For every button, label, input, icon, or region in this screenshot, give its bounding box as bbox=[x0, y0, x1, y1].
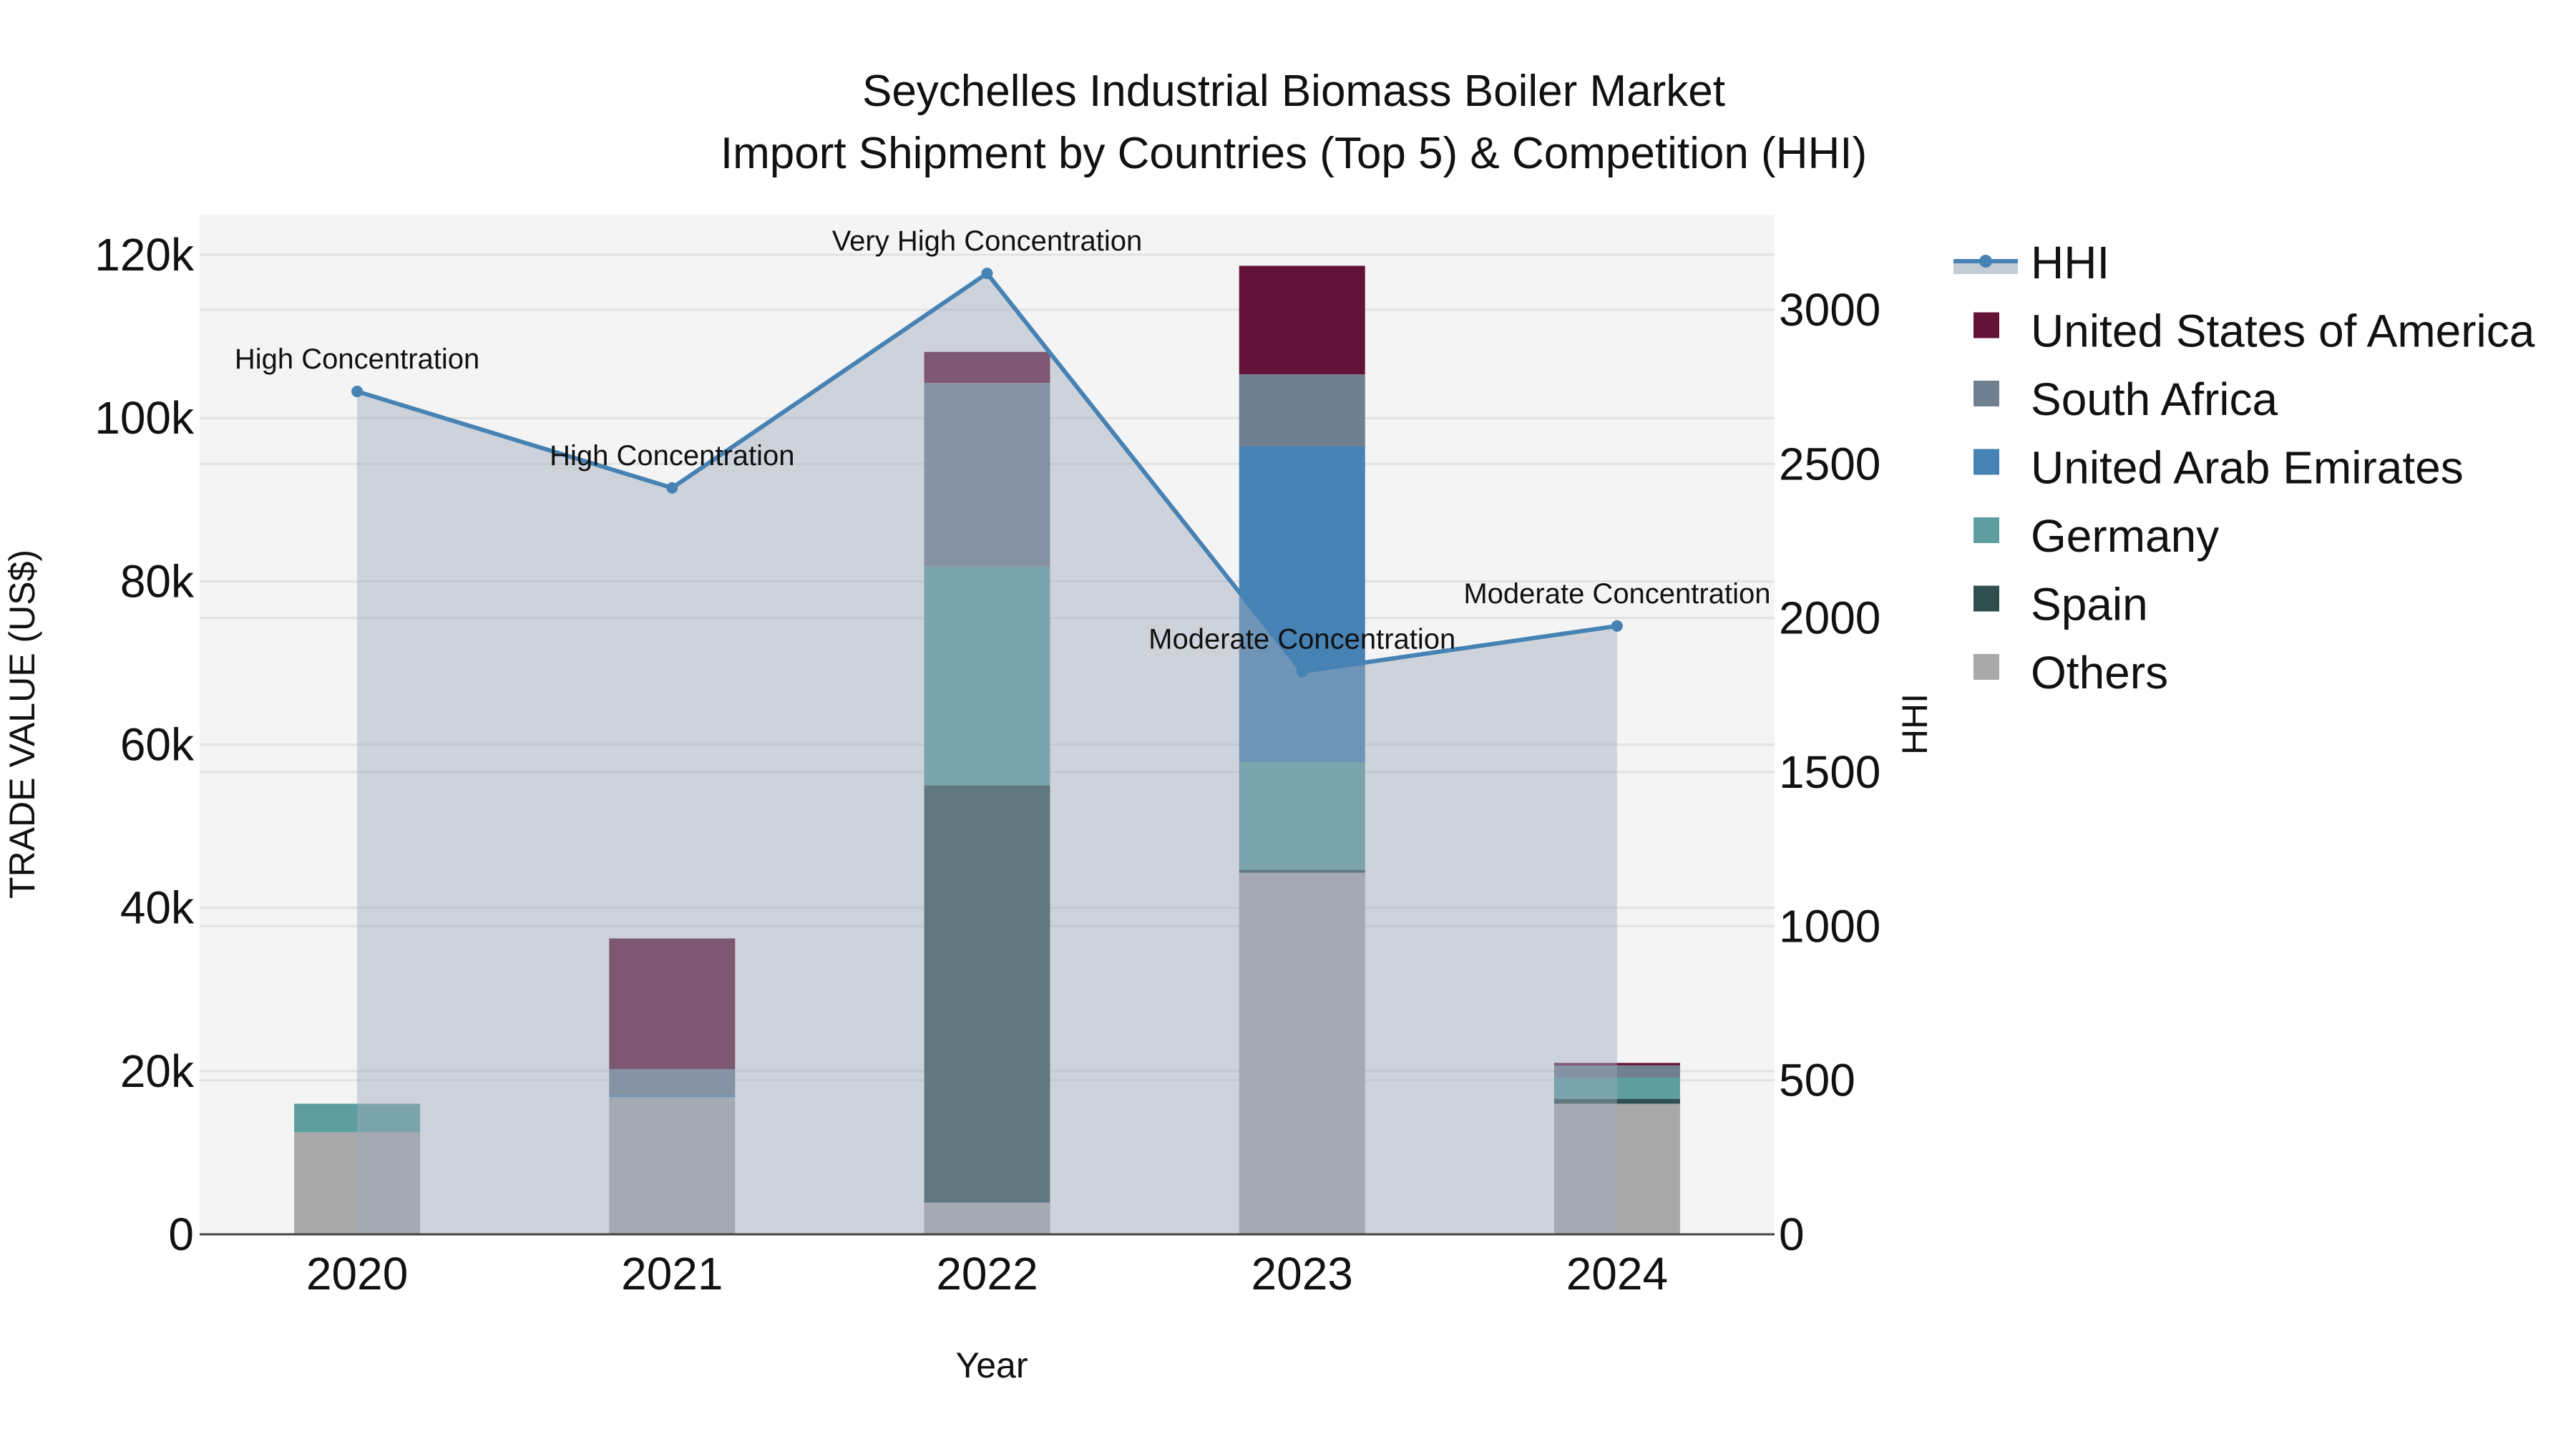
y-left-tick-label: 20k bbox=[120, 1045, 195, 1097]
legend-item-hhi[interactable]: HHI bbox=[1953, 237, 2109, 288]
x-ticks: 2020 2021 2022 2023 2024 bbox=[306, 1248, 1668, 1299]
chart-title-line2: Import Shipment by Countries (Top 5) & C… bbox=[721, 129, 1867, 178]
bar-segment-germany[interactable] bbox=[1239, 762, 1365, 870]
hhi-marker-swatch-icon bbox=[1979, 255, 1992, 268]
legend-label: South Africa bbox=[2031, 374, 2278, 425]
legend-item-others[interactable]: Others bbox=[1974, 647, 2168, 698]
y-right-tick-label: 500 bbox=[1779, 1055, 1855, 1106]
bar-segment-south-africa[interactable] bbox=[609, 1068, 736, 1096]
y-right-tick-label: 3000 bbox=[1779, 284, 1880, 336]
legend-label: HHI bbox=[2031, 237, 2109, 288]
y-left-ticks: 0 20k 40k 60k 80k 100k 120k bbox=[94, 229, 195, 1260]
chart-title-line1: Seychelles Industrial Biomass Boiler Mar… bbox=[862, 67, 1725, 116]
bar-segment-spain[interactable] bbox=[1553, 1098, 1680, 1104]
legend-swatch-icon bbox=[1974, 585, 1999, 612]
legend-label: Spain bbox=[2031, 579, 2148, 630]
bar-segment-others[interactable] bbox=[1553, 1103, 1680, 1234]
bar-segment-united-arab-emirates[interactable] bbox=[1239, 446, 1365, 763]
y-left-tick-label: 80k bbox=[120, 555, 195, 607]
hhi-annotation: Moderate Concentration bbox=[1148, 624, 1455, 655]
y-right-tick-label: 0 bbox=[1779, 1209, 1805, 1260]
legend-item-spain[interactable]: Spain bbox=[1974, 579, 2148, 630]
bar-segment-united-states-of-america[interactable] bbox=[1239, 265, 1365, 375]
bar-segment-spain[interactable] bbox=[924, 785, 1050, 1203]
y-left-tick-label: 100k bbox=[94, 392, 195, 444]
legend: HHI United States of America South Africa U… bbox=[1953, 237, 2535, 698]
hhi-annotation: High Concentration bbox=[235, 343, 479, 375]
bar-segment-spain[interactable] bbox=[1239, 869, 1365, 873]
legend-item-germany[interactable]: Germany bbox=[1974, 510, 2219, 562]
bar-segment-united-arab-emirates[interactable] bbox=[609, 1095, 736, 1098]
hhi-marker[interactable] bbox=[666, 482, 678, 494]
y-left-tick-label: 0 bbox=[168, 1209, 194, 1260]
hhi-line bbox=[351, 268, 1623, 678]
y-left-tick-label: 40k bbox=[120, 882, 195, 934]
hhi-annotation: Very High Concentration bbox=[832, 225, 1143, 257]
x-tick-label: 2024 bbox=[1566, 1248, 1668, 1299]
legend-item-united-arab-emirates[interactable]: United Arab Emirates bbox=[1974, 442, 2464, 494]
x-tick-label: 2021 bbox=[621, 1248, 723, 1299]
y-left-tick-label: 120k bbox=[94, 229, 195, 280]
legend-label: United Arab Emirates bbox=[2031, 442, 2464, 494]
bar-segment-united-states-of-america[interactable] bbox=[609, 938, 736, 1069]
bar-segment-germany[interactable] bbox=[924, 566, 1050, 786]
legend-swatch-icon bbox=[1974, 449, 1999, 475]
hhi-annotation: High Concentration bbox=[550, 440, 794, 472]
hhi-annotation: Moderate Concentration bbox=[1463, 578, 1770, 610]
bar-segment-south-africa[interactable] bbox=[1239, 374, 1365, 447]
hhi-marker[interactable] bbox=[981, 268, 993, 280]
hhi-area-fill bbox=[357, 273, 1617, 1234]
legend-swatch-icon bbox=[1974, 517, 1999, 543]
bar-segment-germany[interactable] bbox=[1553, 1077, 1680, 1099]
legend-label: United States of America bbox=[2031, 306, 2535, 357]
x-tick-label: 2020 bbox=[306, 1248, 408, 1299]
legend-item-united-states-of-america[interactable]: United States of America bbox=[1974, 306, 2535, 357]
y-right-axis-title: HHI bbox=[1895, 693, 1935, 755]
y-right-tick-label: 2000 bbox=[1779, 592, 1880, 644]
y-left-axis-title: TRADE VALUE (US$) bbox=[2, 550, 42, 899]
y-right-ticks: 0 500 1000 1500 2000 2500 3000 bbox=[1779, 284, 1880, 1260]
bar-segment-others[interactable] bbox=[924, 1202, 1050, 1234]
hhi-area bbox=[357, 273, 1617, 1234]
bar-segment-south-africa[interactable] bbox=[1553, 1065, 1680, 1078]
y-right-tick-label: 2500 bbox=[1779, 438, 1880, 489]
x-tick-label: 2022 bbox=[936, 1248, 1038, 1299]
y-right-tick-label: 1500 bbox=[1779, 746, 1880, 798]
hhi-marker[interactable] bbox=[1296, 665, 1308, 678]
legend-item-south-africa[interactable]: South Africa bbox=[1974, 374, 2278, 425]
legend-swatch-icon bbox=[1974, 381, 1999, 406]
bar-segment-south-africa[interactable] bbox=[924, 383, 1050, 567]
legend-swatch-icon bbox=[1974, 654, 1999, 680]
hhi-annotations: High Concentration High Concentration Very… bbox=[235, 225, 1771, 655]
bar-segment-germany[interactable] bbox=[294, 1103, 421, 1133]
bar-segment-others[interactable] bbox=[294, 1132, 421, 1234]
x-axis-title: Year bbox=[955, 1345, 1028, 1385]
hhi-marker[interactable] bbox=[1611, 620, 1623, 632]
stacked-bars bbox=[294, 265, 1680, 1234]
x-tick-label: 2023 bbox=[1252, 1248, 1353, 1299]
bar-segment-others[interactable] bbox=[609, 1097, 736, 1234]
bar-segment-united-states-of-america[interactable] bbox=[1553, 1063, 1680, 1065]
bar-segment-united-states-of-america[interactable] bbox=[924, 351, 1050, 384]
y-right-tick-label: 1000 bbox=[1779, 900, 1880, 952]
legend-swatch-icon bbox=[1974, 312, 1999, 338]
y-left-tick-label: 60k bbox=[120, 719, 195, 771]
legend-label: Others bbox=[2031, 647, 2168, 698]
legend-label: Germany bbox=[2031, 510, 2219, 562]
hhi-marker[interactable] bbox=[351, 386, 364, 398]
bar-segment-others[interactable] bbox=[1239, 872, 1365, 1234]
